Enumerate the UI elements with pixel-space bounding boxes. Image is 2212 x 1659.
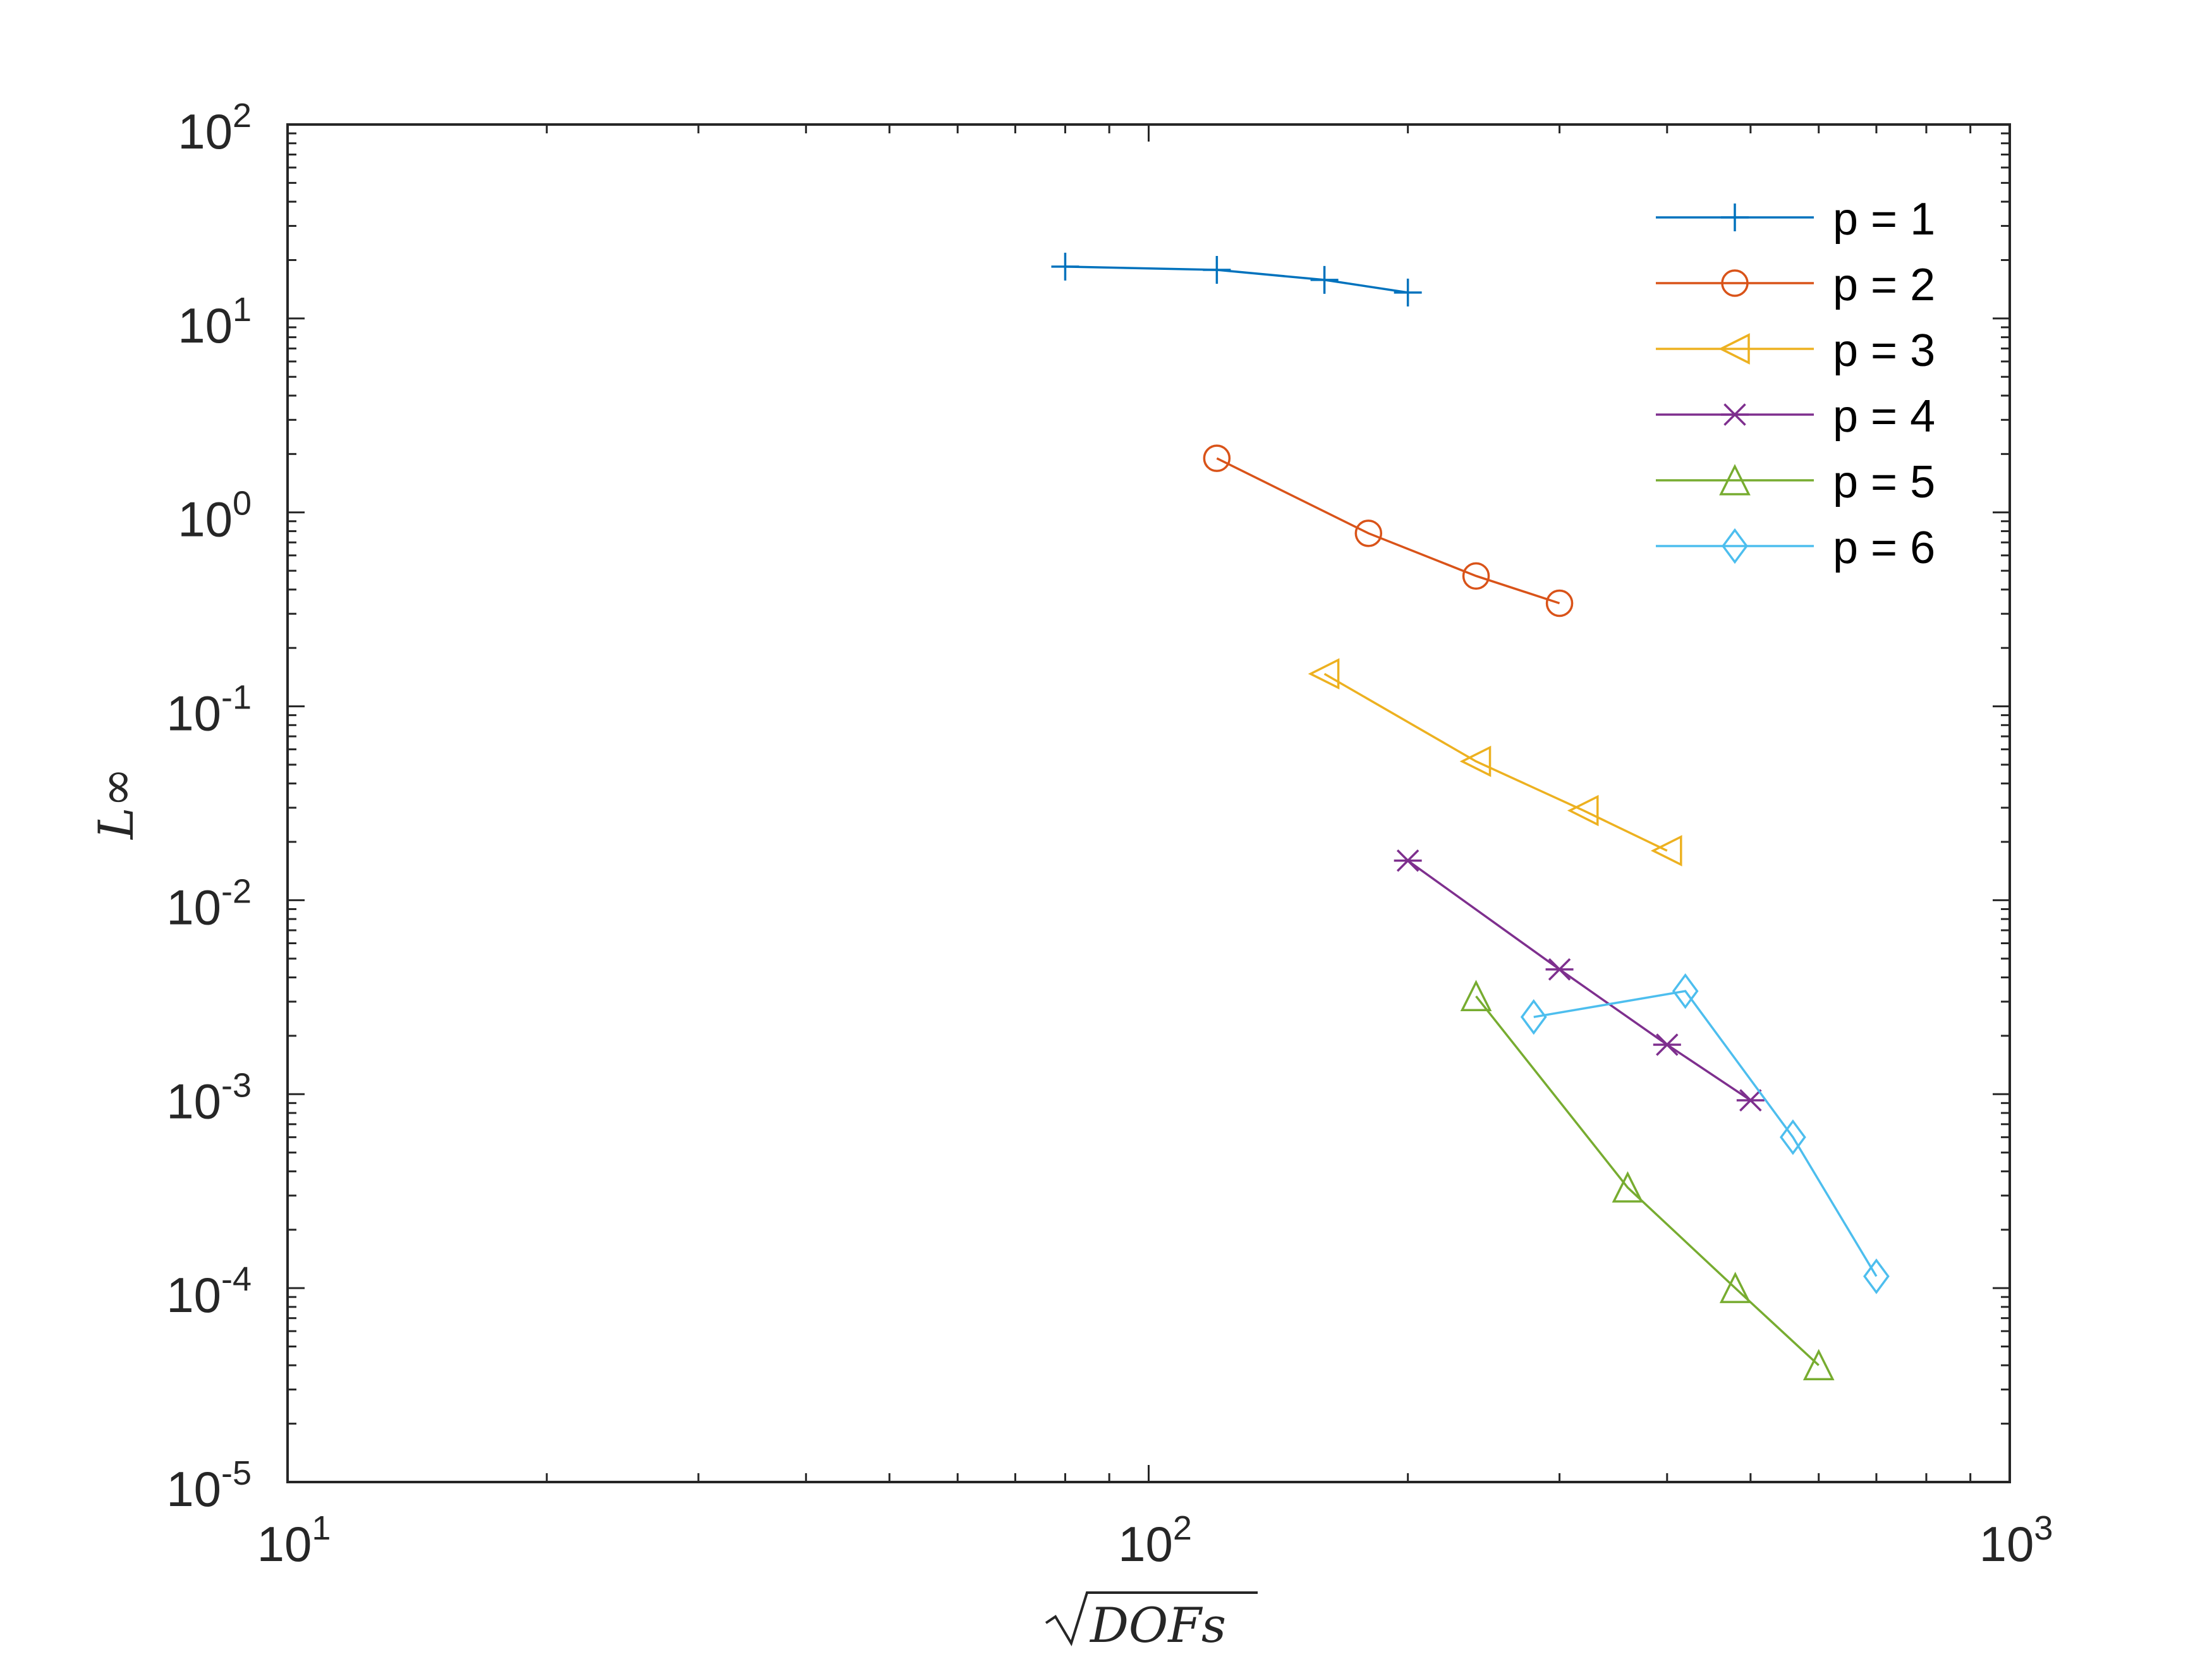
legend-entry-6: p = 6	[1656, 523, 1935, 573]
data-point-marker	[1460, 980, 1492, 1012]
y-tick-label-base: 10	[166, 879, 221, 935]
sqrt-symbol	[1045, 1591, 1258, 1646]
data-point-marker	[1462, 562, 1490, 590]
y-tick-label: 10-4	[166, 1260, 252, 1323]
y-tick-label-exponent: -2	[221, 872, 252, 910]
legend: p = 1 p = 2 p = 3 p = 4 p = 5 p = 6	[1656, 194, 1935, 573]
data-point-marker	[1802, 1349, 1835, 1381]
x-tick-label: 103	[1979, 1509, 2053, 1572]
series-line	[1216, 457, 1560, 605]
data-point-marker	[1520, 999, 1547, 1035]
legend-marker	[1722, 528, 1748, 564]
data-point-marker	[1653, 1033, 1681, 1056]
legend-label: p = 3	[1833, 325, 1935, 376]
data-point-marker	[1394, 278, 1422, 307]
y-tick-label: 102	[178, 97, 252, 159]
data-point-marker	[1567, 794, 1599, 827]
y-tick-label-base: 10	[166, 1267, 221, 1323]
series-line	[1407, 860, 1751, 1102]
data-point-marker	[1863, 1258, 1890, 1294]
legend-entry-1: p = 1	[1656, 194, 1935, 245]
x-tick-label: 101	[257, 1509, 331, 1572]
y-tick-label-exponent: 1	[233, 291, 252, 329]
legend-entry-5: p = 5	[1656, 457, 1935, 507]
y-axis-label: L∞	[88, 767, 144, 841]
x-tick-label-exponent: 2	[1173, 1509, 1192, 1547]
x-tick-label: 102	[1118, 1509, 1192, 1572]
legend-marker	[1718, 333, 1750, 365]
series-6	[1520, 973, 1890, 1294]
legend-label: p = 2	[1833, 260, 1935, 310]
x-axis-label: DOFs	[1045, 1591, 1258, 1653]
y-tick-label-base: 10	[166, 1073, 221, 1129]
series-5	[1460, 980, 1835, 1381]
y-tick-label-base: 10	[166, 686, 221, 741]
series-2	[1203, 444, 1574, 617]
data-point-marker	[1612, 1171, 1644, 1203]
y-axis-label-text: L∞	[88, 767, 144, 841]
data-point-marker	[1545, 589, 1574, 617]
data-point-marker	[1719, 1272, 1751, 1303]
y-tick-label-base: 10	[178, 298, 233, 353]
legend-label: p = 6	[1833, 523, 1935, 573]
series-4	[1394, 849, 1765, 1112]
data-point-marker	[1308, 658, 1340, 690]
y-tick-label-exponent: 0	[233, 485, 252, 523]
legend-entry-2: p = 2	[1656, 260, 1935, 310]
x-tick-label-exponent: 3	[2034, 1509, 2053, 1547]
y-tick-label: 10-5	[166, 1454, 252, 1517]
y-tick-label-exponent: -5	[221, 1454, 252, 1492]
y-tick-label: 10-2	[166, 872, 252, 935]
x-tick-label-exponent: 1	[312, 1509, 331, 1547]
series-line	[1475, 995, 1820, 1366]
legend-label: p = 1	[1833, 194, 1935, 245]
legend-entry-4: p = 4	[1656, 391, 1935, 442]
y-tick-label-base: 10	[178, 492, 233, 547]
data-point-marker	[1672, 973, 1699, 1009]
data-point-marker	[1203, 444, 1231, 472]
y-tick-label: 10-1	[166, 679, 252, 741]
data-point-marker	[1051, 252, 1079, 281]
legend-label: p = 5	[1833, 457, 1935, 507]
legend-marker	[1721, 269, 1749, 297]
data-point-marker	[1394, 849, 1422, 872]
y-tick-label-exponent: 2	[233, 97, 252, 135]
data-point-marker	[1780, 1119, 1806, 1155]
x-tick-label-base: 10	[1118, 1516, 1173, 1572]
y-tick-label: 100	[178, 485, 252, 547]
y-tick-label: 101	[178, 291, 252, 353]
y-tick-label-base: 10	[166, 1461, 221, 1517]
data-point-marker	[1545, 958, 1574, 981]
data-point-marker	[1354, 520, 1383, 547]
data-point-marker	[1310, 265, 1339, 294]
x-tick-label-base: 10	[257, 1516, 312, 1572]
y-tick-label-exponent: -4	[221, 1260, 252, 1298]
series-layer	[1051, 252, 1890, 1381]
y-tick-label-base: 10	[178, 104, 233, 159]
y-tick-label-exponent: -1	[221, 679, 252, 717]
series-line	[1323, 672, 1668, 852]
data-point-marker	[1736, 1089, 1765, 1112]
series-1	[1051, 252, 1422, 307]
x-axis-label-text: DOFs	[1089, 1597, 1226, 1653]
plot-area-frame	[286, 123, 2011, 1483]
series-line	[1065, 265, 1408, 294]
legend-marker	[1721, 403, 1749, 426]
y-tick-label: 10-3	[166, 1066, 252, 1129]
series-3	[1308, 658, 1682, 866]
legend-label: p = 4	[1833, 391, 1935, 442]
minor-ticks	[288, 125, 2010, 1482]
data-point-marker	[1459, 745, 1492, 777]
legend-entry-3: p = 3	[1656, 325, 1935, 376]
legend-marker	[1719, 464, 1751, 495]
data-point-marker	[1650, 835, 1682, 866]
data-point-marker	[1203, 256, 1231, 284]
y-tick-label-exponent: -3	[221, 1066, 252, 1104]
legend-marker	[1721, 204, 1749, 231]
series-line	[1533, 990, 1878, 1277]
x-tick-label-base: 10	[1979, 1516, 2034, 1572]
